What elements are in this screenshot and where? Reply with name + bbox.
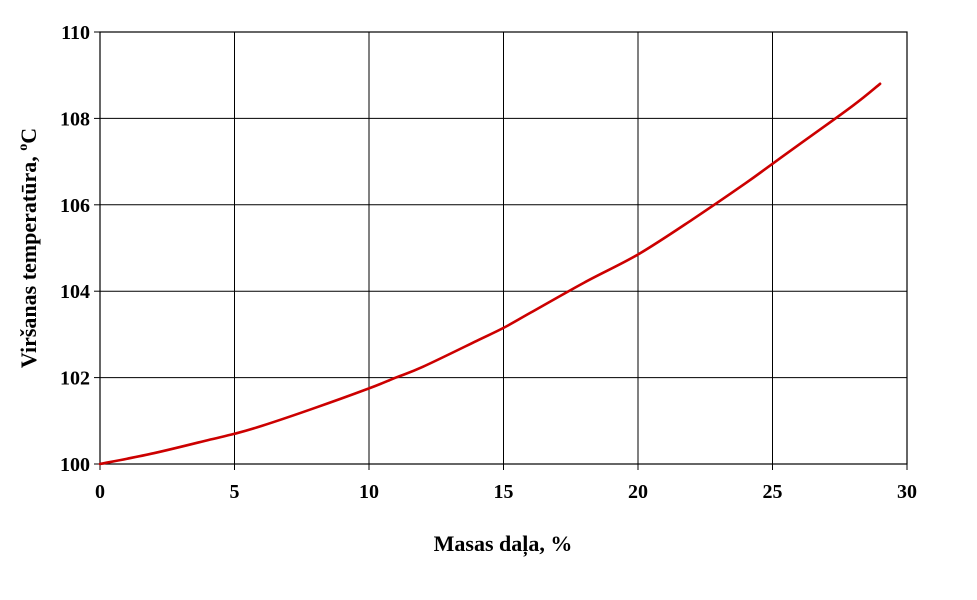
series-line (98, 82, 882, 466)
x-tick-label: 25 (763, 481, 783, 503)
y-axis-ticks: 100 102 104 106 108 110 (60, 22, 100, 476)
y-tick-label: 108 (60, 108, 90, 130)
x-tick-label: 15 (494, 481, 514, 503)
x-tick-label: 0 (95, 481, 105, 503)
y-tick-label: 106 (60, 195, 90, 217)
y-tick-label: 100 (60, 454, 90, 476)
grid (99, 31, 908, 465)
x-tick-label: 10 (359, 481, 379, 503)
y-tick-label: 110 (61, 22, 90, 44)
y-axis-title-main: Viršanas temperatūra, (16, 151, 41, 368)
x-axis-title: Masas daļa, % (434, 531, 573, 557)
y-axis-title-unit: C (16, 128, 41, 144)
x-tick-label: 30 (897, 481, 917, 503)
y-tick-label: 104 (60, 281, 90, 303)
x-tick-label: 20 (628, 481, 648, 503)
x-tick-label: 5 (230, 481, 240, 503)
y-tick-label: 102 (60, 368, 90, 390)
y-axis-title: Viršanas temperatūra, oC (16, 128, 41, 368)
y-axis-title-superscript: o (16, 144, 31, 151)
x-axis-ticks: 0 5 10 15 20 25 30 (95, 464, 917, 503)
